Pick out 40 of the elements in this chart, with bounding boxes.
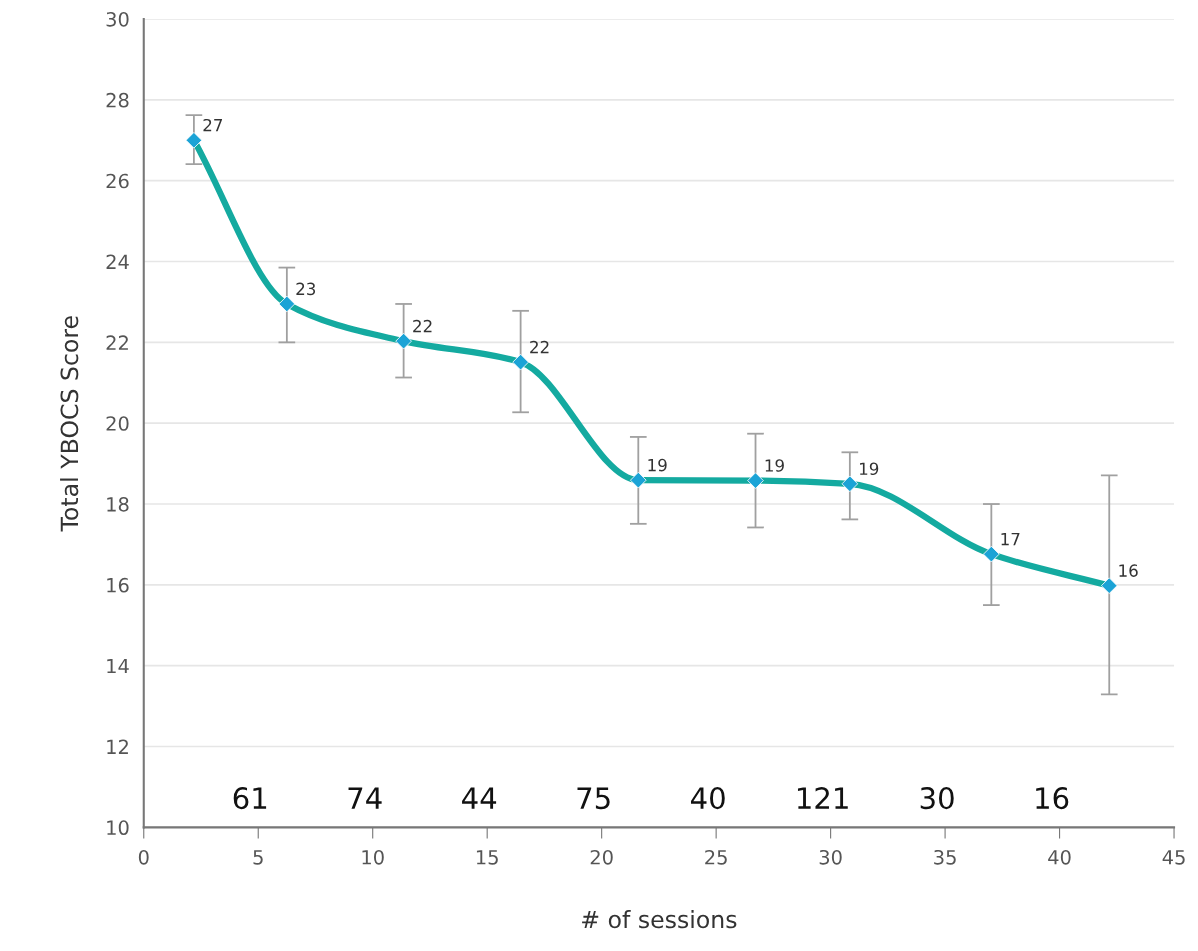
data-label: 23 bbox=[296, 282, 316, 296]
y-axis-title: Total YBOCS Score bbox=[60, 316, 79, 532]
y-tick-label: 18 bbox=[107, 496, 129, 512]
y-tick-label: 30 bbox=[106, 11, 129, 27]
data-label: 19 bbox=[860, 462, 879, 476]
x-tick-label: 40 bbox=[1048, 849, 1071, 865]
annotation: 16 bbox=[1036, 787, 1069, 810]
x-tick-label: 25 bbox=[705, 849, 727, 865]
data-label: 17 bbox=[1001, 532, 1020, 546]
data-label: 22 bbox=[530, 340, 549, 354]
x-tick-label: 10 bbox=[362, 849, 384, 865]
y-tick-label: 10 bbox=[107, 820, 129, 836]
x-tick-label: 20 bbox=[590, 849, 613, 865]
y-tick-label: 26 bbox=[106, 173, 129, 189]
x-tick-label: 45 bbox=[1162, 850, 1185, 865]
y-tick-label: 24 bbox=[106, 254, 129, 269]
annotation: 44 bbox=[462, 787, 497, 809]
annotation: 121 bbox=[797, 787, 848, 809]
x-tick-label: 30 bbox=[819, 849, 842, 865]
y-tick-label: 28 bbox=[106, 92, 129, 108]
x-axis-title: # of sessions bbox=[582, 910, 737, 929]
annotation: 75 bbox=[577, 787, 610, 810]
y-tick-label: 20 bbox=[106, 416, 129, 431]
annotation: 30 bbox=[920, 787, 954, 810]
data-label: 19 bbox=[765, 459, 784, 472]
data-label: 19 bbox=[648, 458, 667, 472]
data-label: 27 bbox=[203, 118, 223, 132]
x-tick-label: 15 bbox=[476, 850, 498, 865]
y-tick-label: 22 bbox=[106, 335, 128, 350]
annotation: 74 bbox=[348, 787, 382, 809]
y-tick-label: 14 bbox=[107, 658, 129, 674]
annotation: 40 bbox=[691, 787, 725, 810]
data-label: 22 bbox=[413, 319, 432, 333]
x-tick-label: 5 bbox=[253, 850, 263, 865]
x-tick-label: 35 bbox=[934, 849, 956, 865]
data-label: 16 bbox=[1119, 564, 1138, 577]
annotation: 61 bbox=[233, 787, 267, 810]
x-tick-label: 0 bbox=[138, 849, 149, 865]
y-tick-label: 12 bbox=[107, 739, 128, 754]
y-tick-label: 16 bbox=[107, 577, 129, 593]
